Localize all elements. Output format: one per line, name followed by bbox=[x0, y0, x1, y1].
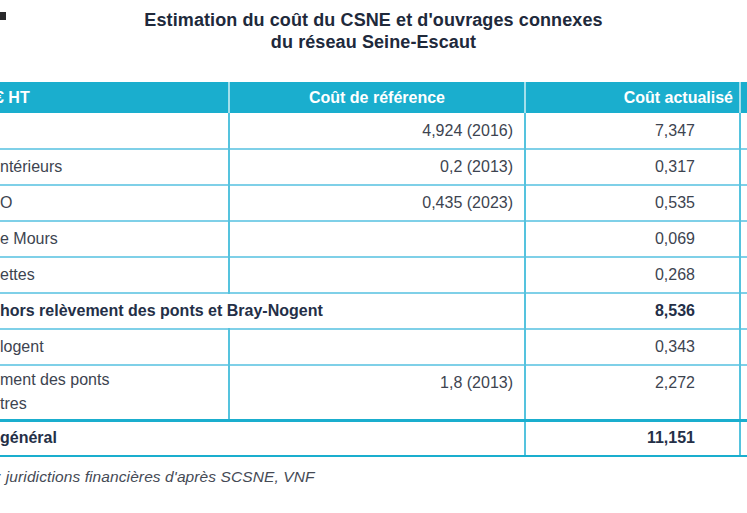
header-current-cost: Coût actualisé bbox=[525, 82, 740, 113]
row-label: e Mours bbox=[0, 221, 229, 257]
grand-total-label: général bbox=[0, 420, 525, 456]
table-row-ports-interieurs: ntérieurs 0,2 (2013) 0,317 bbox=[0, 149, 747, 185]
header-spacer bbox=[740, 82, 747, 113]
row-reference-value bbox=[229, 221, 525, 257]
row-current-value: 0,268 bbox=[525, 257, 740, 293]
table-row-grand-total: général 11,151 bbox=[0, 420, 747, 456]
row-current-value: 0,343 bbox=[525, 329, 740, 365]
figure-container: Estimation du coût du CSNE et d'ouvrages… bbox=[0, 0, 747, 513]
row-label: logent bbox=[0, 329, 229, 365]
table-row-ettes: ettes 0,268 bbox=[0, 257, 747, 293]
row-spacer bbox=[740, 365, 747, 420]
row-spacer bbox=[740, 420, 747, 456]
table-row-csne: 4,924 (2016) 7,347 bbox=[0, 113, 747, 149]
chart-title-line1: Estimation du coût du CSNE et d'ouvrages… bbox=[0, 9, 747, 31]
subtotal-current-value: 8,536 bbox=[525, 293, 740, 329]
row-reference-value: 1,8 (2013) bbox=[229, 365, 525, 420]
row-label bbox=[0, 113, 229, 149]
row-spacer bbox=[740, 113, 747, 149]
row-reference-value: 4,924 (2016) bbox=[229, 113, 525, 149]
row-spacer bbox=[740, 329, 747, 365]
row-current-value: 0,535 bbox=[525, 185, 740, 221]
row-spacer bbox=[740, 149, 747, 185]
header-unit: € HT bbox=[0, 82, 229, 113]
row-label: ettes bbox=[0, 257, 229, 293]
row-reference-value bbox=[229, 257, 525, 293]
grand-total-current-value: 11,151 bbox=[525, 420, 740, 456]
row-reference-value bbox=[229, 329, 525, 365]
row-reference-value: 0,2 (2013) bbox=[229, 149, 525, 185]
row-label-multiline: ment des ponts tres bbox=[0, 365, 229, 420]
row-spacer bbox=[740, 185, 747, 221]
chart-title: Estimation du coût du CSNE et d'ouvrages… bbox=[0, 9, 747, 53]
row-current-value: 7,347 bbox=[525, 113, 740, 149]
source-caption: : juridictions financières d'après SCSNE… bbox=[0, 468, 315, 486]
row-current-value: 2,272 bbox=[525, 365, 740, 420]
row-current-value: 0,069 bbox=[525, 221, 740, 257]
row-label-line1: ment des ponts bbox=[0, 368, 220, 392]
row-spacer bbox=[740, 257, 747, 293]
row-reference-value: 0,435 (2023) bbox=[229, 185, 525, 221]
table-row-nogent: logent 0,343 bbox=[0, 329, 747, 365]
table-row-relevement-ponts: ment des ponts tres 1,8 (2013) 2,272 bbox=[0, 365, 747, 420]
row-spacer bbox=[740, 221, 747, 257]
cost-table: € HT Coût de référence Coût actualisé 4,… bbox=[0, 82, 747, 457]
chart-title-line2: du réseau Seine-Escaut bbox=[0, 31, 747, 53]
row-spacer bbox=[740, 293, 747, 329]
row-label: ntérieurs bbox=[0, 149, 229, 185]
subtotal-label: hors relèvement des ponts et Bray-Nogent bbox=[0, 293, 525, 329]
row-label-line2: tres bbox=[0, 392, 220, 416]
table-row-o: O 0,435 (2023) 0,535 bbox=[0, 185, 747, 221]
table-header-row: € HT Coût de référence Coût actualisé bbox=[0, 82, 747, 113]
row-current-value: 0,317 bbox=[525, 149, 740, 185]
header-reference-cost: Coût de référence bbox=[229, 82, 525, 113]
row-label: O bbox=[0, 185, 229, 221]
table-row-subtotal: hors relèvement des ponts et Bray-Nogent… bbox=[0, 293, 747, 329]
table-row-mours: e Mours 0,069 bbox=[0, 221, 747, 257]
